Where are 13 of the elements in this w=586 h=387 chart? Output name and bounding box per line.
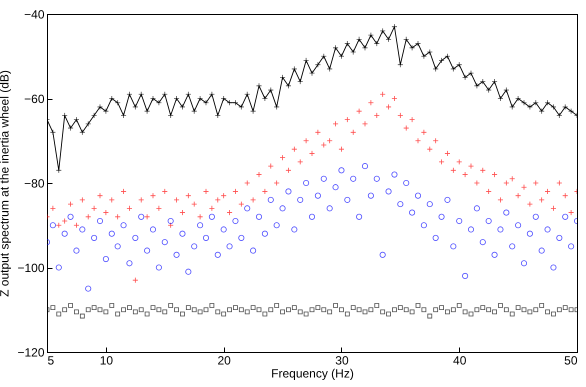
x-axis-title: Frequency (Hz) [271,366,354,380]
x-tick-label: 5 [48,354,54,368]
y-tick-label: −80 [24,176,45,190]
x-tick-label: 40 [453,354,467,368]
y-tick-label: −120 [17,346,45,360]
x-tick-label: 30 [335,354,349,368]
y-tick-label: −100 [17,261,45,275]
x-tick-label: 50 [564,354,578,368]
y-axis-title: Z output spectrum at the inertia wheel (dB) [0,70,12,297]
x-tick-label: 20 [217,354,232,368]
y-tick-label: −60 [24,92,45,106]
y-tick-label: −40 [24,8,45,22]
x-tick-label: 10 [100,354,114,368]
